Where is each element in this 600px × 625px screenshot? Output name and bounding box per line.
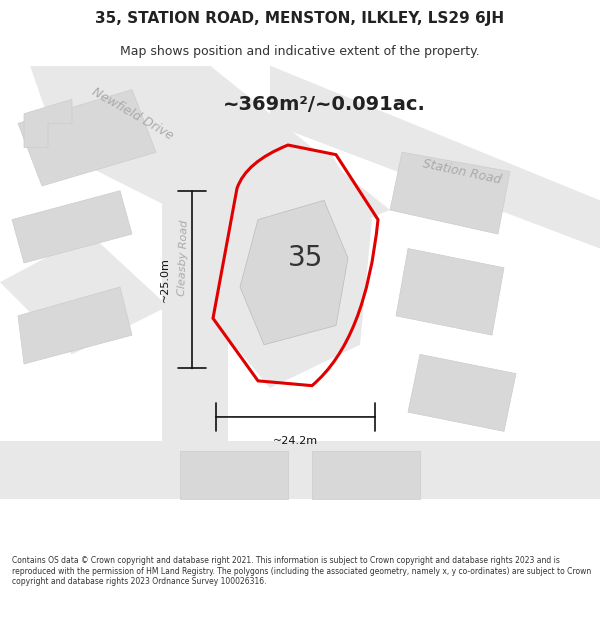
Polygon shape: [30, 66, 390, 258]
Polygon shape: [18, 287, 132, 364]
Text: ~24.2m: ~24.2m: [273, 436, 318, 446]
Polygon shape: [12, 191, 132, 263]
Text: Map shows position and indicative extent of the property.: Map shows position and indicative extent…: [120, 45, 480, 58]
Text: Cleasby Road: Cleasby Road: [176, 220, 190, 296]
Text: 35, STATION ROAD, MENSTON, ILKLEY, LS29 6JH: 35, STATION ROAD, MENSTON, ILKLEY, LS29 …: [95, 11, 505, 26]
Polygon shape: [18, 89, 156, 186]
Text: Newfield Drive: Newfield Drive: [89, 85, 175, 142]
Polygon shape: [0, 234, 168, 354]
Polygon shape: [210, 152, 372, 388]
Polygon shape: [270, 66, 600, 249]
Polygon shape: [0, 441, 600, 499]
Polygon shape: [24, 99, 72, 148]
Text: Contains OS data © Crown copyright and database right 2021. This information is : Contains OS data © Crown copyright and d…: [12, 556, 591, 586]
Text: ~369m²/~0.091ac.: ~369m²/~0.091ac.: [223, 94, 425, 114]
Text: 35: 35: [289, 244, 323, 272]
Text: Station Road: Station Road: [422, 157, 502, 186]
Polygon shape: [396, 249, 504, 335]
Polygon shape: [162, 138, 228, 499]
Polygon shape: [312, 451, 420, 499]
Text: ~25.0m: ~25.0m: [160, 258, 170, 302]
Polygon shape: [408, 354, 516, 431]
Polygon shape: [180, 451, 288, 499]
Polygon shape: [390, 152, 510, 234]
Polygon shape: [240, 201, 348, 345]
